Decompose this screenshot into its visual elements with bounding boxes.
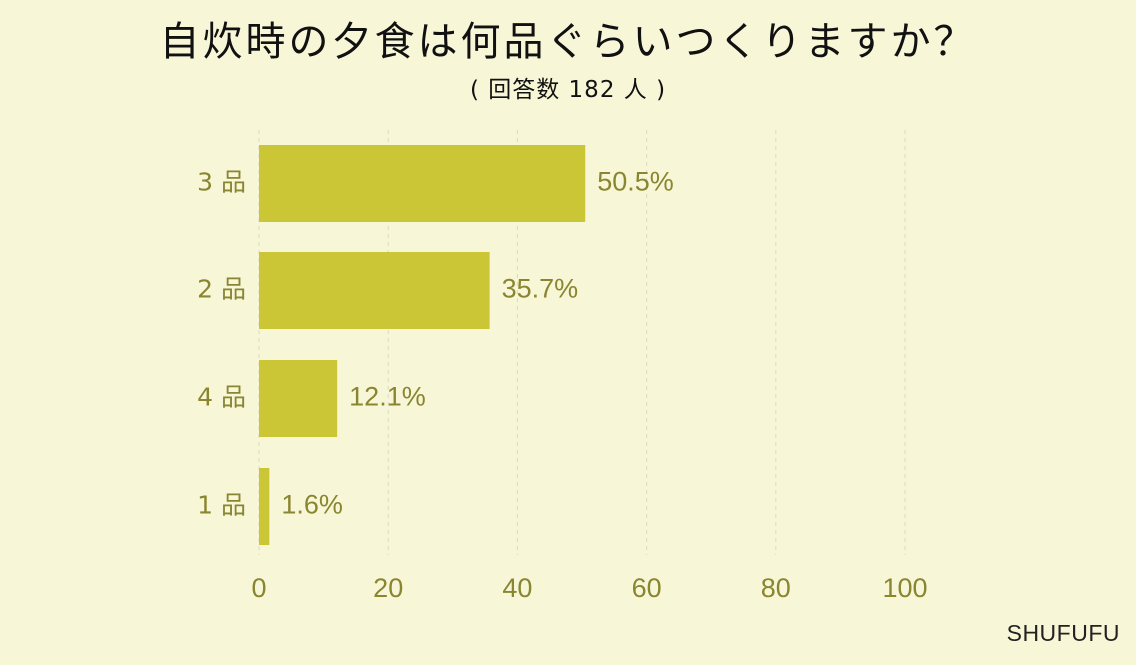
value-label: 35.7% [502,274,579,304]
bar [259,360,338,437]
value-label: 12.1% [349,382,426,412]
chart-subtitle: ( 回答数 182 人 ) [469,77,667,103]
x-tick-label: 20 [373,573,403,603]
bar [259,468,270,545]
x-tick-label: 80 [761,573,791,603]
brand-logo-text: SHUFUFU [1006,620,1120,646]
bar [259,252,490,329]
value-label: 50.5% [597,167,674,197]
category-label: 1 品 [197,491,246,520]
x-tick-label: 60 [632,573,662,603]
category-label: 4 品 [197,383,246,412]
bar [259,145,586,222]
chart-title: 自炊時の夕食は何品ぐらいつくりますか？ [159,19,977,65]
x-tick-label: 40 [502,573,532,603]
x-tick-label: 100 [882,573,927,603]
category-label: 2 品 [197,275,246,304]
x-tick-label: 0 [251,573,266,603]
value-label: 1.6% [281,490,343,520]
category-label: 3 品 [197,168,246,197]
